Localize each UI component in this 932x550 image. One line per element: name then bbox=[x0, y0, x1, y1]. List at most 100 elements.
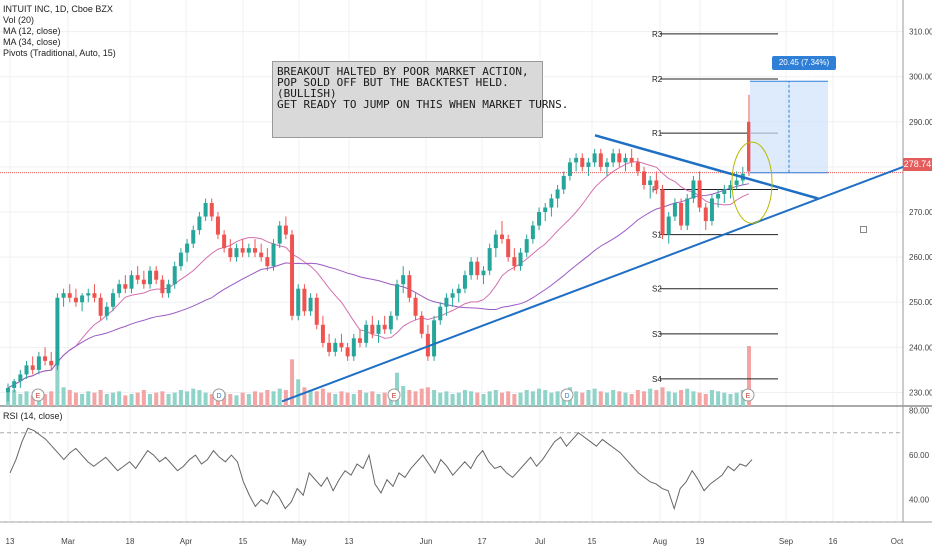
candle-body bbox=[43, 356, 48, 361]
volume-bar bbox=[592, 388, 597, 406]
volume-bar bbox=[500, 392, 504, 406]
rsi-tick-label: 60.00 bbox=[909, 451, 930, 460]
volume-bar bbox=[12, 390, 17, 406]
candle-body bbox=[12, 381, 17, 388]
candle-body bbox=[320, 324, 325, 343]
price-tick-label: 230.00 bbox=[909, 388, 932, 397]
event-marker-label: E bbox=[36, 393, 41, 400]
note-line-1: BREAKOUT HALTED BY POOR MARKET ACTION, bbox=[277, 65, 529, 78]
candle-body bbox=[86, 293, 91, 296]
volume-bar bbox=[734, 392, 739, 406]
volume-bar bbox=[481, 394, 486, 406]
volume-bar bbox=[679, 390, 684, 406]
volume-bar bbox=[18, 394, 23, 406]
volume-bar bbox=[228, 394, 233, 406]
pivot-label: P bbox=[652, 185, 657, 194]
candle-body bbox=[129, 275, 134, 289]
note-line-2: POP SOLD OFF BUT THE BACKTEST HELD. bbox=[277, 76, 509, 89]
volume-bar bbox=[271, 391, 276, 406]
candle-body bbox=[716, 193, 721, 199]
candle-body bbox=[67, 293, 72, 298]
volume-bar bbox=[697, 392, 702, 406]
volume-bar bbox=[104, 394, 109, 406]
volume-bar bbox=[246, 394, 251, 406]
candle-body bbox=[123, 284, 128, 289]
candle-body bbox=[80, 295, 85, 303]
scroll-marker[interactable] bbox=[860, 226, 867, 233]
candle-body bbox=[296, 288, 301, 316]
candle-body bbox=[567, 162, 572, 176]
candle-body bbox=[117, 284, 122, 294]
volume-bar bbox=[407, 390, 412, 406]
candle-body bbox=[388, 315, 393, 330]
volume-bar bbox=[364, 392, 369, 406]
volume-bar bbox=[524, 390, 529, 406]
pivot-label: S3 bbox=[652, 330, 662, 339]
candle-body bbox=[271, 243, 276, 267]
candle-body bbox=[370, 324, 375, 334]
volume-bar bbox=[506, 391, 511, 406]
price-tick-label: 270.00 bbox=[909, 208, 932, 217]
candle-body bbox=[530, 225, 535, 240]
candle-body bbox=[722, 189, 727, 194]
candle-body bbox=[734, 180, 739, 185]
volume-bar bbox=[709, 390, 714, 406]
candle-body bbox=[623, 157, 628, 163]
candle-body bbox=[469, 261, 474, 276]
candle-body bbox=[703, 207, 708, 222]
indicator-ma12: MA (12, close) bbox=[3, 26, 61, 36]
event-marker bbox=[212, 388, 226, 402]
volume-bar bbox=[197, 390, 202, 406]
x-tick-label: May bbox=[291, 537, 306, 546]
annotation-note[interactable]: BREAKOUT HALTED BY POOR MARKET ACTION, P… bbox=[272, 61, 569, 138]
candle-body bbox=[635, 162, 640, 172]
note-line-5: GET READY TO JUMP ON THIS WHEN MARKET TU… bbox=[277, 98, 569, 111]
price-tick-label: 250.00 bbox=[909, 298, 932, 307]
candle-body bbox=[648, 180, 653, 185]
volume-bar bbox=[747, 346, 751, 406]
x-tick-label: Apr bbox=[180, 537, 193, 546]
volume-bar bbox=[666, 391, 671, 406]
candle-body bbox=[178, 252, 183, 267]
candle-body bbox=[191, 230, 196, 244]
price-tick-label: 240.00 bbox=[909, 343, 932, 352]
volume-bar bbox=[672, 392, 677, 406]
candle-body bbox=[407, 275, 412, 298]
volume-bar bbox=[586, 390, 591, 406]
volume-bar bbox=[283, 390, 288, 406]
volume-bar bbox=[234, 395, 239, 406]
volume-bar bbox=[129, 394, 134, 406]
volume-bar bbox=[172, 392, 177, 406]
candle-body bbox=[518, 252, 523, 267]
volume-bar bbox=[123, 395, 128, 406]
candle-body bbox=[586, 162, 591, 167]
candle-body bbox=[487, 248, 492, 271]
x-tick-label: Oct bbox=[891, 537, 904, 546]
price-tick-label: 310.00 bbox=[909, 28, 932, 37]
volume-bar bbox=[413, 391, 418, 406]
candle-body bbox=[709, 198, 714, 222]
volume-bar bbox=[530, 391, 535, 406]
volume-bar bbox=[209, 394, 214, 406]
candle-body bbox=[36, 356, 41, 370]
volume-bar bbox=[141, 390, 146, 406]
volume-bar bbox=[611, 390, 616, 406]
candle-body bbox=[339, 342, 344, 348]
volume-bar bbox=[160, 391, 165, 406]
indicator-pivots: Pivots (Traditional, Auto, 15) bbox=[3, 48, 116, 58]
candle-body bbox=[246, 248, 251, 253]
candle-body bbox=[283, 225, 288, 235]
measure-label[interactable]: 20.45 (7.34%) 2045 bbox=[772, 56, 836, 81]
candle-body bbox=[141, 279, 146, 285]
volume-bar bbox=[154, 392, 159, 406]
x-tick-label: Sep bbox=[779, 537, 794, 546]
candle-body bbox=[395, 284, 400, 316]
pivot-label: R1 bbox=[652, 129, 663, 138]
volume-bar bbox=[598, 391, 603, 406]
volume-bar bbox=[604, 392, 609, 406]
volume-bar bbox=[703, 394, 708, 406]
volume-bar bbox=[660, 387, 665, 406]
candle-body bbox=[351, 338, 356, 357]
candle-body bbox=[481, 270, 486, 276]
event-marker bbox=[31, 388, 45, 402]
